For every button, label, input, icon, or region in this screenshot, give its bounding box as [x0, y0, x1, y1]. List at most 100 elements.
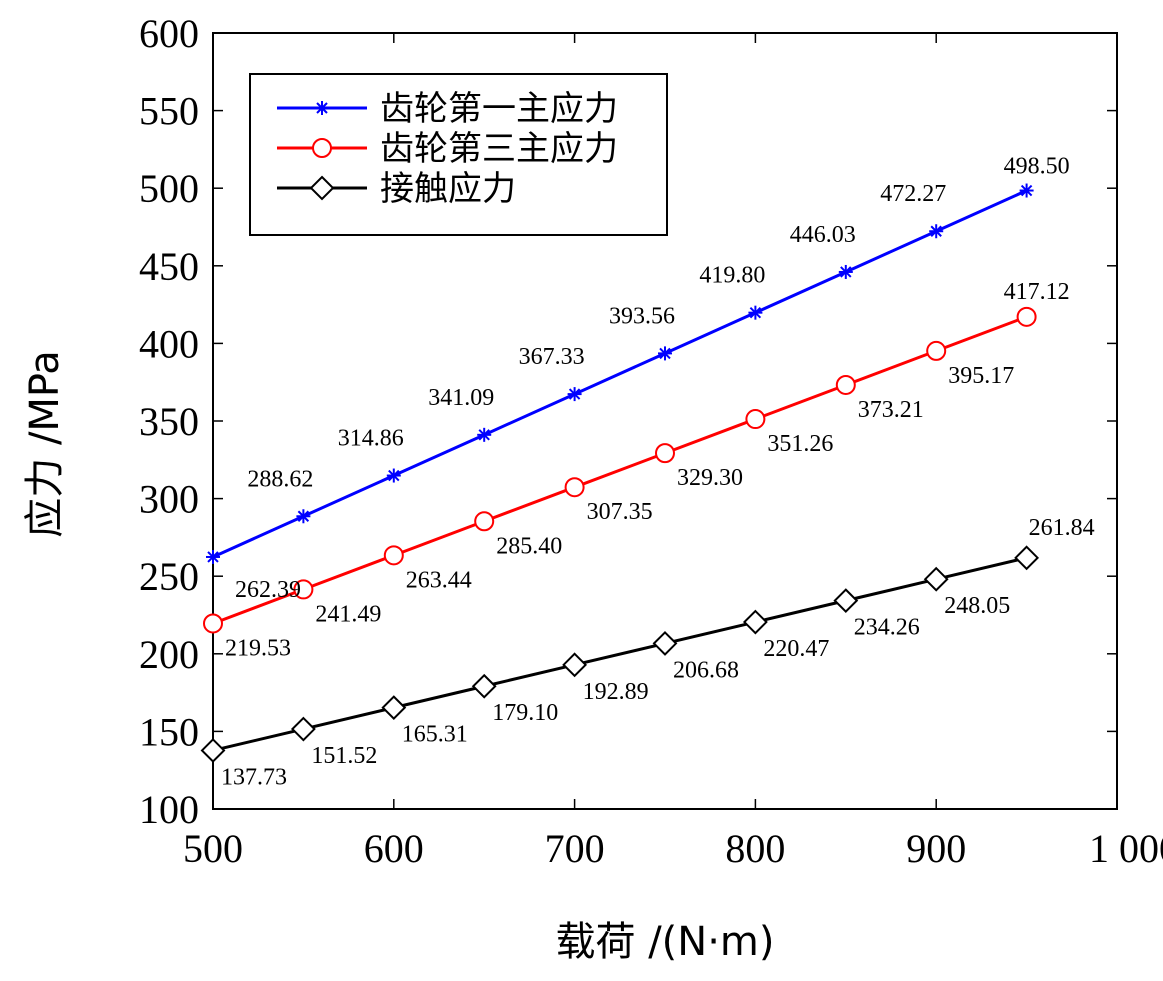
x-tick-label: 600 [364, 826, 424, 871]
data-point-star [567, 387, 582, 402]
data-label: 307.35 [587, 499, 653, 525]
y-tick-label: 600 [139, 11, 199, 56]
star-stroke [1020, 184, 1033, 197]
data-point-circle [383, 545, 404, 566]
legend-entry: 齿轮第三主应力 [277, 129, 618, 169]
data-label: 395.17 [948, 363, 1014, 389]
legend-label: 齿轮第三主应力 [380, 129, 618, 169]
x-tick-label: 900 [906, 826, 966, 871]
y-tick-label: 400 [139, 321, 199, 366]
data-label: 373.21 [858, 397, 924, 423]
y-tick-label: 550 [139, 89, 199, 134]
data-point-circle [745, 409, 766, 430]
y-tick-label: 150 [139, 709, 199, 754]
data-point-star [658, 346, 672, 361]
data-point-circle [564, 477, 585, 498]
star-stroke [388, 469, 400, 482]
y-tick-label: 300 [139, 477, 199, 522]
data-point-circle [1016, 306, 1037, 327]
data-point-star [315, 101, 329, 115]
data-point-diamond [562, 652, 588, 678]
data-label: 314.86 [338, 426, 404, 452]
data-label: 288.62 [247, 466, 313, 492]
star-stroke [659, 347, 671, 360]
data-point-star [1019, 183, 1034, 198]
data-label: 285.40 [496, 533, 562, 559]
data-label: 329.30 [677, 465, 743, 491]
y-tick-label: 250 [139, 554, 199, 599]
star-stroke [207, 551, 219, 563]
data-point-diamond [652, 631, 678, 656]
data-label: 234.26 [854, 615, 920, 641]
x-tick-label: 800 [725, 826, 785, 871]
data-labels-layer: 262.39 288.62 314.86 341.09 367.33 393.56 419.… [221, 154, 1095, 791]
x-tick-label: 500 [183, 826, 243, 871]
data-point-circle [655, 443, 675, 464]
series-3 [200, 545, 1040, 763]
data-label: 192.89 [583, 679, 649, 705]
data-point-diamond [290, 716, 316, 742]
data-point-diamond [742, 609, 768, 635]
data-point-circle [312, 138, 332, 158]
data-point-diamond [833, 588, 859, 614]
data-point-circle [474, 511, 495, 532]
data-point-star [838, 264, 853, 279]
y-tick-label: 100 [139, 787, 199, 832]
data-label: 341.09 [428, 385, 494, 411]
legend-entry: 接触应力 [277, 169, 516, 209]
star-stroke [930, 225, 942, 237]
y-tick-label: 450 [139, 244, 199, 289]
data-point-circle [835, 374, 856, 395]
data-label: 241.49 [315, 601, 381, 627]
data-label: 351.26 [767, 431, 833, 457]
legend-entry: 齿轮第一主应力 [277, 89, 618, 129]
plot-area: 500 600 700 800 900 1 000 100 150 200 250 300 350 40… [139, 11, 1163, 871]
data-point-circle [293, 579, 314, 600]
legend-label: 齿轮第一主应力 [380, 89, 618, 129]
data-label: 137.73 [221, 764, 287, 790]
star-stroke [568, 388, 581, 400]
y-tick-label: 200 [139, 632, 199, 677]
star-stroke [316, 102, 328, 114]
data-point-star [748, 305, 763, 320]
data-label: 219.53 [225, 635, 291, 661]
data-label: 419.80 [699, 263, 765, 289]
data-point-diamond [381, 695, 407, 721]
data-label: 417.12 [1004, 279, 1070, 305]
data-point-diamond [1014, 545, 1040, 571]
data-label: 498.50 [1004, 154, 1070, 180]
data-label: 262.39 [235, 577, 301, 603]
data-label: 206.68 [673, 657, 739, 683]
series-line [212, 189, 1028, 559]
x-tick-label: 700 [545, 826, 605, 871]
data-label: 472.27 [880, 181, 946, 207]
series-line [212, 556, 1027, 752]
data-label: 263.44 [406, 567, 472, 593]
y-axis-title: 应力 /MPa [22, 350, 68, 538]
data-point-circle [926, 340, 947, 361]
data-label: 393.56 [609, 303, 675, 329]
data-point-star [386, 468, 401, 483]
star-stroke [749, 306, 762, 319]
y-tick-label: 350 [139, 399, 199, 444]
data-point-diamond [309, 175, 335, 201]
data-label: 248.05 [944, 593, 1010, 619]
data-point-star [477, 427, 492, 442]
x-axis-title: 载荷 /(N·m) [555, 919, 774, 965]
legend-label: 接触应力 [380, 169, 516, 209]
data-point-star [929, 224, 944, 239]
star-stroke [840, 266, 852, 278]
data-point-diamond [471, 673, 497, 699]
data-label: 367.33 [519, 344, 585, 370]
data-point-diamond [200, 738, 226, 763]
data-label: 261.84 [1029, 515, 1095, 541]
series-1 [206, 183, 1034, 564]
data-label: 446.03 [790, 222, 856, 248]
data-label: 220.47 [763, 636, 829, 662]
x-tick-label: 1 000 [1089, 826, 1163, 871]
y-tick-label: 500 [139, 166, 199, 211]
series-layer [200, 183, 1040, 763]
star-stroke [297, 510, 310, 522]
